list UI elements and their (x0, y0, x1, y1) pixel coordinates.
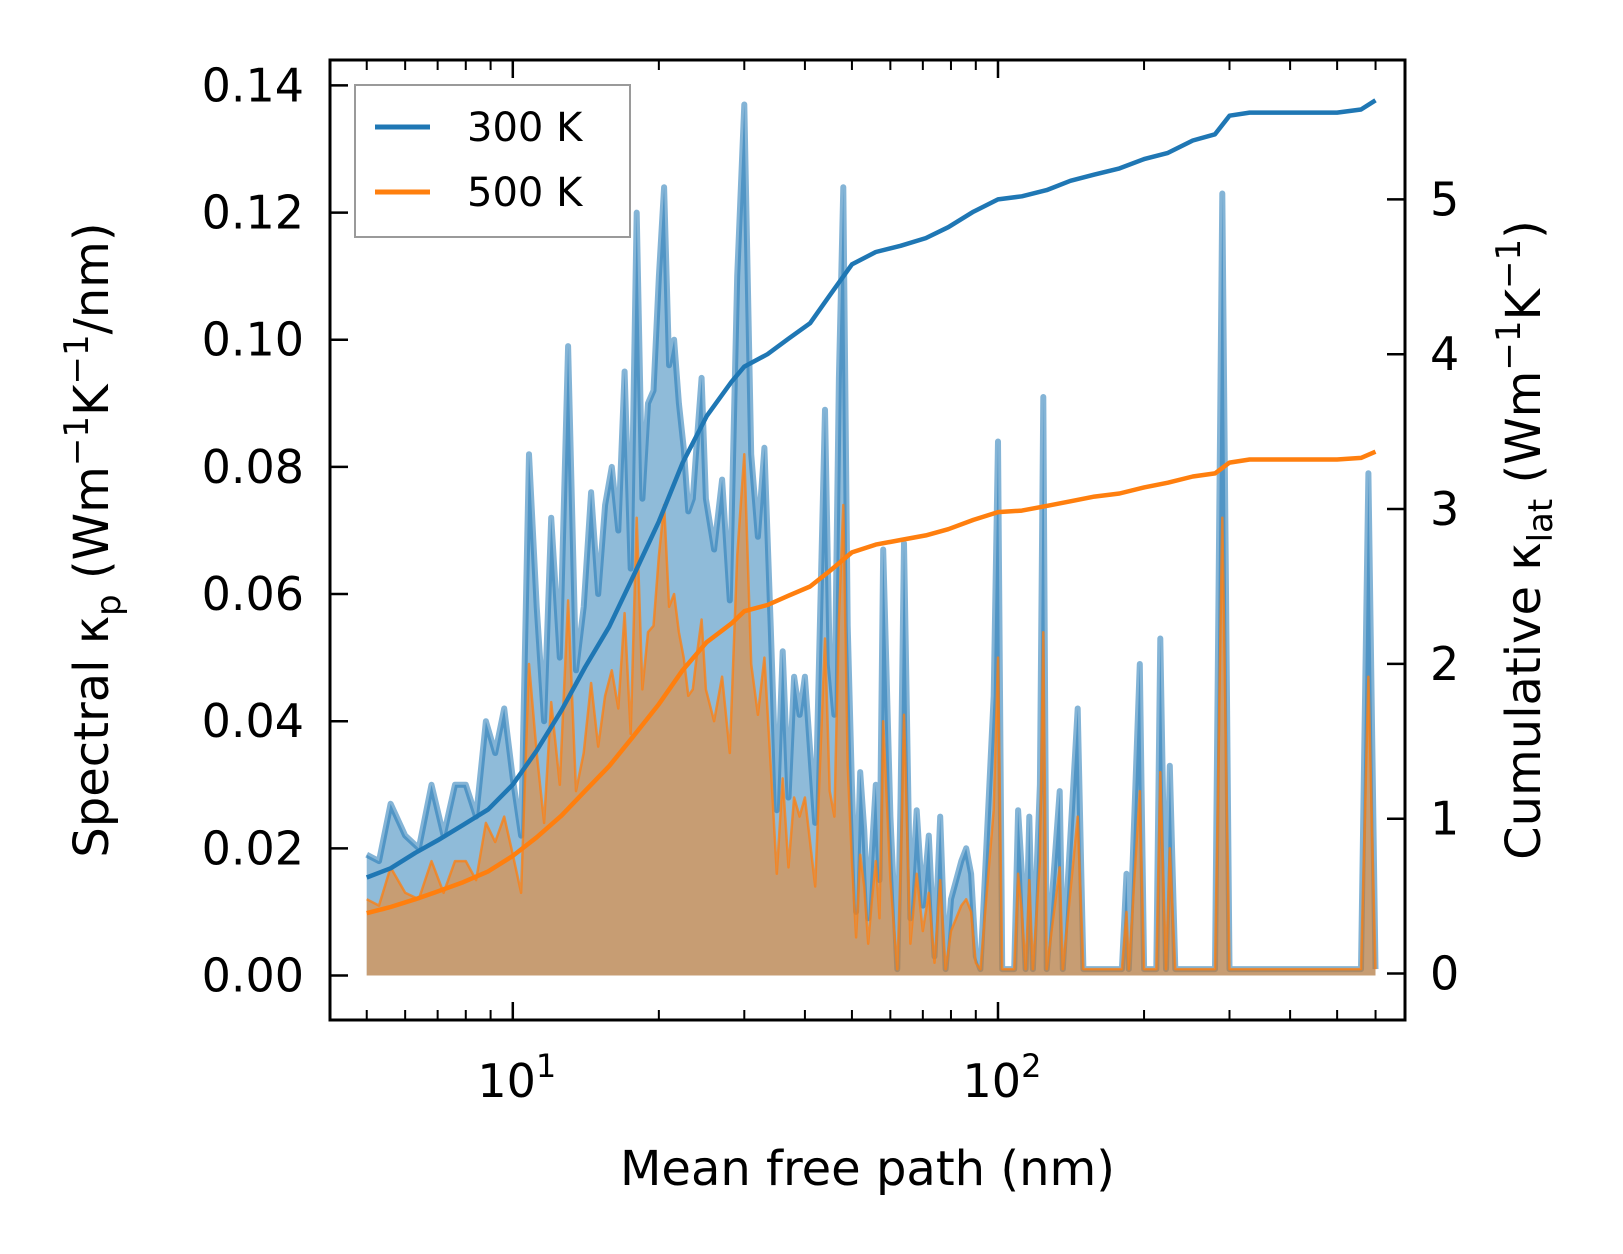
labels-layer: 101 102 0.00 0.02 0.04 0.06 0.08 0.10 0.12 0.14 0 1… (57, 58, 1561, 1197)
x-tick-label: 102 (963, 1047, 1042, 1108)
y-left-tick-label: 0.04 (202, 694, 304, 748)
y-left-tick-label: 0.12 (202, 186, 304, 240)
y-right-tick-label: 1 (1430, 792, 1459, 846)
y-right-axis-title: Cumulative κlat (Wm−1K−1) (1489, 220, 1561, 860)
y-left-tick-label: 0.10 (202, 313, 304, 367)
data-layer (365, 98, 1379, 976)
plot-frame (328, 58, 1407, 1022)
y-left-tick-label: 0.14 (202, 58, 304, 112)
spectral-line-500k (366, 452, 1377, 971)
legend: 300 K 500 K (354, 84, 631, 238)
y-right-tick-label: 2 (1430, 637, 1459, 691)
y-right-tick-label: 5 (1430, 172, 1459, 226)
x-axis-title: Mean free path (nm) (620, 1141, 1115, 1197)
spectral-area-500k (366, 454, 1376, 976)
y-right-tick-label: 0 (1430, 947, 1459, 1001)
y-right-tick-label: 3 (1430, 482, 1459, 536)
y-left-tick-label: 0.00 (202, 948, 304, 1002)
y-left-axis-title: Spectral κp (Wm−1K−1/nm) (57, 222, 129, 857)
cumulative-line-300k (365, 98, 1377, 880)
y-left-tick-label: 0.08 (202, 440, 304, 494)
x-tick-label: 101 (477, 1047, 556, 1108)
spectral-line-300k (365, 101, 1379, 973)
y-right-tick-label: 4 (1430, 327, 1459, 381)
y-left-tick-label: 0.06 (202, 567, 304, 621)
axes-layer (328, 58, 1407, 1022)
y-left-tick-label: 0.02 (202, 821, 304, 875)
legend-label-300k: 300 K (467, 105, 584, 151)
legend-box (354, 84, 631, 238)
legend-label-500k: 500 K (467, 170, 584, 216)
cumulative-line-500k (366, 449, 1377, 916)
